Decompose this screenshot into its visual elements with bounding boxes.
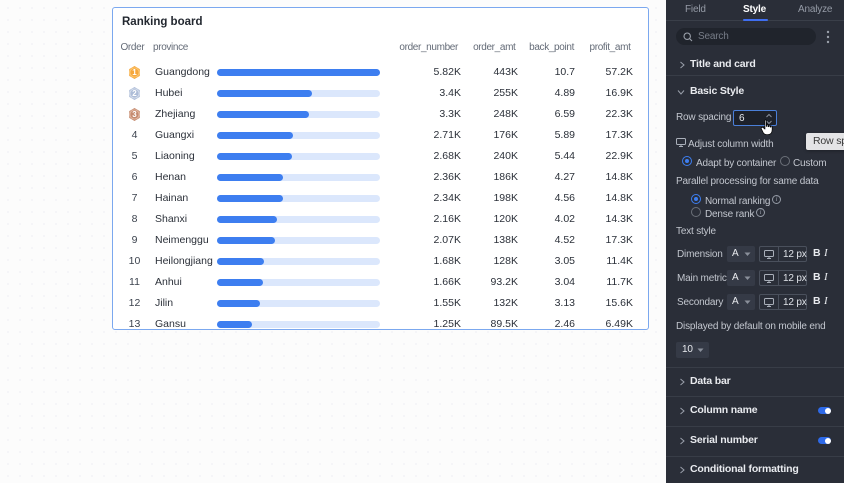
- svg-text:1: 1: [132, 68, 137, 77]
- svg-text:3: 3: [132, 110, 137, 119]
- svg-text:2: 2: [132, 89, 137, 98]
